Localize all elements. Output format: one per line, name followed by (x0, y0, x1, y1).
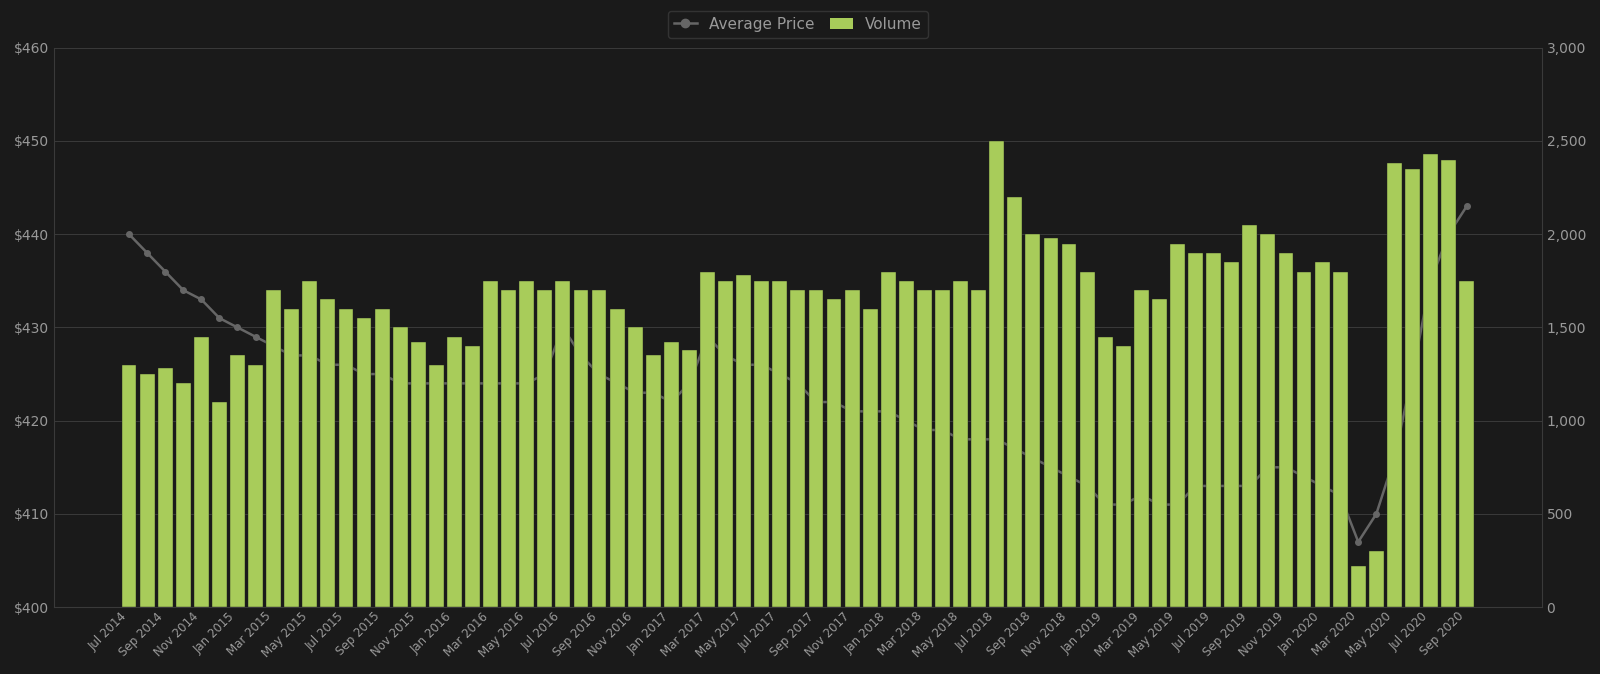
Bar (682, 350, 698, 607)
Bar (374, 309, 389, 607)
Bar (1459, 281, 1474, 607)
Bar (1008, 197, 1022, 607)
Bar (718, 281, 733, 607)
Bar (483, 281, 498, 607)
Bar (1261, 235, 1275, 607)
Bar (158, 369, 173, 607)
Bar (1189, 253, 1203, 607)
Bar (1296, 272, 1312, 607)
Bar (592, 290, 606, 607)
Bar (1062, 243, 1077, 607)
Bar (1350, 566, 1366, 607)
Bar (664, 342, 678, 607)
Bar (357, 318, 371, 607)
Bar (736, 275, 750, 607)
Bar (1405, 169, 1419, 607)
Bar (882, 272, 896, 607)
Bar (646, 355, 661, 607)
Bar (213, 402, 227, 607)
Bar (934, 290, 950, 607)
Bar (1333, 272, 1347, 607)
Bar (1115, 346, 1131, 607)
Bar (701, 272, 715, 607)
Bar (248, 365, 262, 607)
Bar (790, 290, 805, 607)
Bar (501, 290, 517, 607)
Bar (446, 337, 462, 607)
Bar (1278, 253, 1293, 607)
Bar (1387, 163, 1402, 607)
Bar (139, 374, 155, 607)
Bar (1152, 299, 1166, 607)
Bar (1026, 235, 1040, 607)
Bar (1242, 225, 1258, 607)
Bar (917, 290, 931, 607)
Bar (411, 342, 426, 607)
Bar (971, 290, 986, 607)
Bar (754, 281, 770, 607)
Bar (845, 290, 859, 607)
Bar (1422, 154, 1438, 607)
Bar (320, 299, 336, 607)
Bar (1098, 337, 1112, 607)
Bar (989, 141, 1005, 607)
Bar (176, 384, 190, 607)
Bar (773, 281, 787, 607)
Bar (862, 309, 877, 607)
Bar (538, 290, 552, 607)
Bar (610, 309, 624, 607)
Bar (230, 355, 245, 607)
Bar (122, 365, 136, 607)
Bar (827, 299, 842, 607)
Bar (339, 309, 354, 607)
Bar (899, 281, 914, 607)
Bar (266, 290, 282, 607)
Bar (520, 281, 534, 607)
Bar (555, 281, 570, 607)
Bar (1170, 243, 1186, 607)
Bar (302, 281, 317, 607)
Bar (1080, 272, 1094, 607)
Bar (194, 337, 208, 607)
Bar (285, 309, 299, 607)
Legend: Average Price, Volume: Average Price, Volume (667, 11, 928, 38)
Bar (1315, 262, 1330, 607)
Bar (1442, 160, 1456, 607)
Bar (954, 281, 968, 607)
Bar (573, 290, 589, 607)
Bar (1043, 238, 1058, 607)
Bar (627, 328, 643, 607)
Bar (429, 365, 443, 607)
Bar (1370, 551, 1384, 607)
Bar (1224, 262, 1238, 607)
Bar (392, 328, 408, 607)
Bar (808, 290, 824, 607)
Bar (1134, 290, 1149, 607)
Bar (466, 346, 480, 607)
Bar (1206, 253, 1221, 607)
